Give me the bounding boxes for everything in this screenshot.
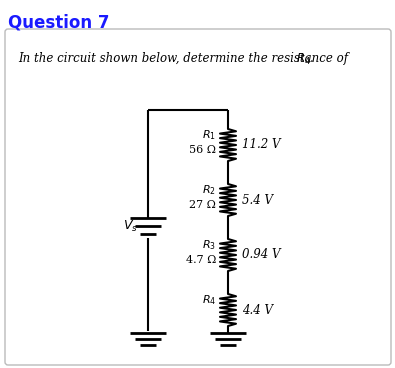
Text: 11.2 V: 11.2 V xyxy=(242,138,280,152)
Text: $R_2$: $R_2$ xyxy=(202,183,216,197)
Text: In the circuit shown below, determine the resistance of: In the circuit shown below, determine th… xyxy=(18,52,352,65)
Text: 4.4 V: 4.4 V xyxy=(242,304,273,316)
Text: $V_s$: $V_s$ xyxy=(123,219,138,234)
Text: $R_4$: $R_4$ xyxy=(202,293,216,307)
Text: $R_1$: $R_1$ xyxy=(202,128,216,142)
Text: 4.7 Ω: 4.7 Ω xyxy=(186,255,216,265)
Text: 27 Ω: 27 Ω xyxy=(189,200,216,210)
Text: 5.4 V: 5.4 V xyxy=(242,194,273,206)
Text: Question 7: Question 7 xyxy=(8,14,109,32)
Text: 56 Ω: 56 Ω xyxy=(189,145,216,155)
FancyBboxPatch shape xyxy=(5,29,391,365)
Text: 0.94 V: 0.94 V xyxy=(242,248,280,262)
Text: $R_3$: $R_3$ xyxy=(202,238,216,252)
Text: $\it{R}_{4}$.: $\it{R}_{4}$. xyxy=(296,52,314,67)
